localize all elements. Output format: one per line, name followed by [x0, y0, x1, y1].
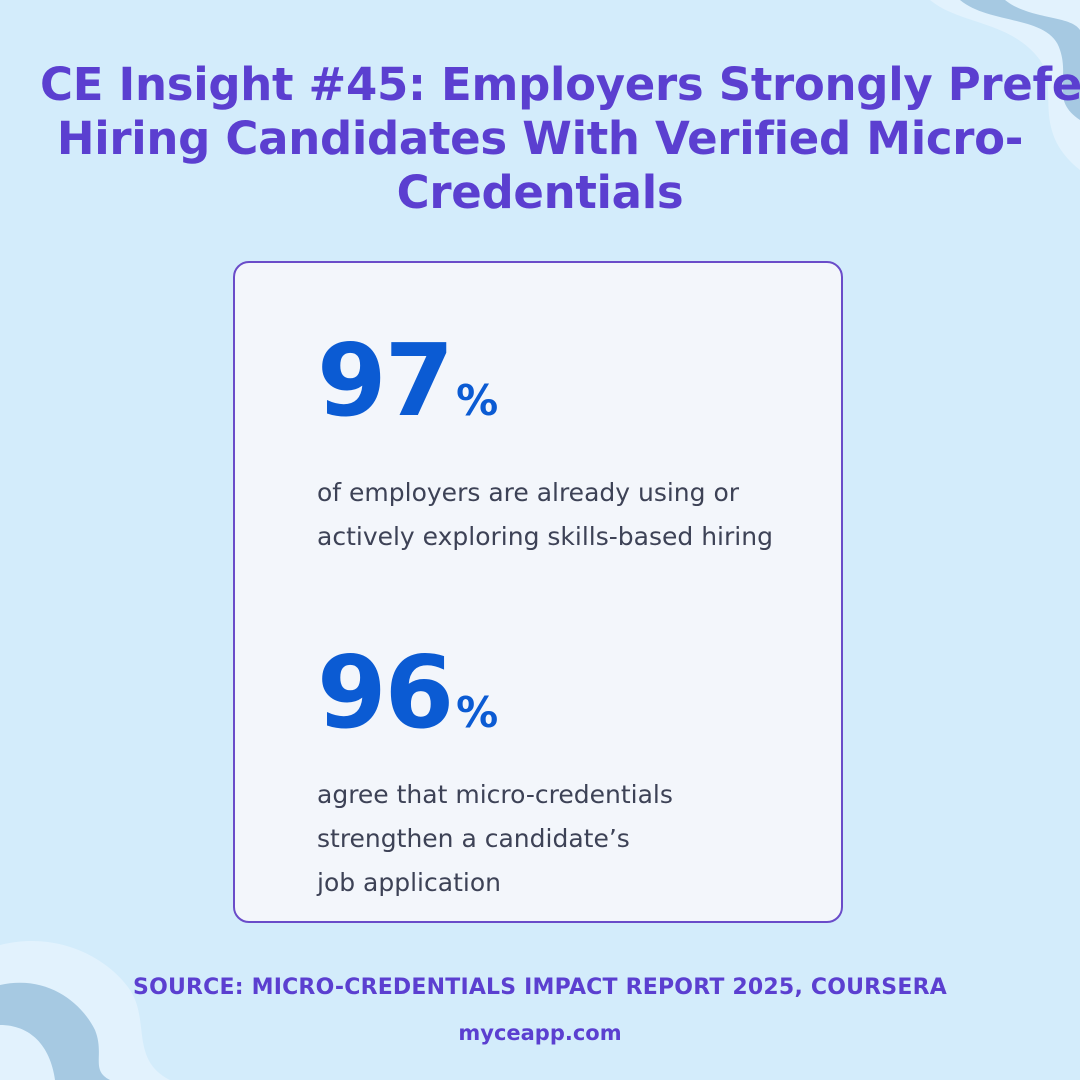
- stat-value: 96 %: [317, 643, 673, 743]
- website-link[interactable]: myceapp.com: [458, 1021, 622, 1045]
- title-line-3: Credentials: [396, 166, 684, 219]
- stat-description-line: agree that micro-credentials: [317, 780, 673, 809]
- stat-number: 96: [317, 634, 454, 751]
- title-line-1: CE Insight #45: Employers Strongly Prefe…: [40, 58, 1080, 111]
- stats-card: 97 % of employers are already using or a…: [233, 261, 843, 923]
- stat-value: 97 %: [317, 331, 773, 431]
- percent-sign: %: [456, 688, 499, 737]
- title-line-2: Hiring Candidates With Verified Micro-: [56, 112, 1024, 165]
- wave-top-right-dark: [960, 0, 1080, 120]
- stat-description-line: of employers are already using or: [317, 478, 740, 507]
- stat-description-line: strengthen a candidate’s: [317, 824, 630, 853]
- wave-top-right-light: [930, 0, 1080, 170]
- percent-sign: %: [456, 376, 499, 425]
- stat-description: of employers are already using or active…: [317, 471, 773, 559]
- page-title: CE Insight #45: Employers Strongly Prefe…: [40, 58, 1080, 220]
- stat-micro-credentials-strengthen: 96 % agree that micro-credentials streng…: [317, 643, 673, 905]
- stat-description-line: actively exploring skills-based hiring: [317, 522, 773, 551]
- stat-number: 97: [317, 322, 454, 439]
- stat-employers-skills-hiring: 97 % of employers are already using or a…: [317, 331, 773, 559]
- stat-description-line: job application: [317, 868, 501, 897]
- wave-top-right-light-inner: [1005, 0, 1080, 30]
- wave-bottom-left-light-inner: [0, 1025, 55, 1080]
- stat-description: agree that micro-credentials strengthen …: [317, 773, 673, 905]
- source-citation: SOURCE: MICRO-CREDENTIALS IMPACT REPORT …: [133, 975, 947, 1000]
